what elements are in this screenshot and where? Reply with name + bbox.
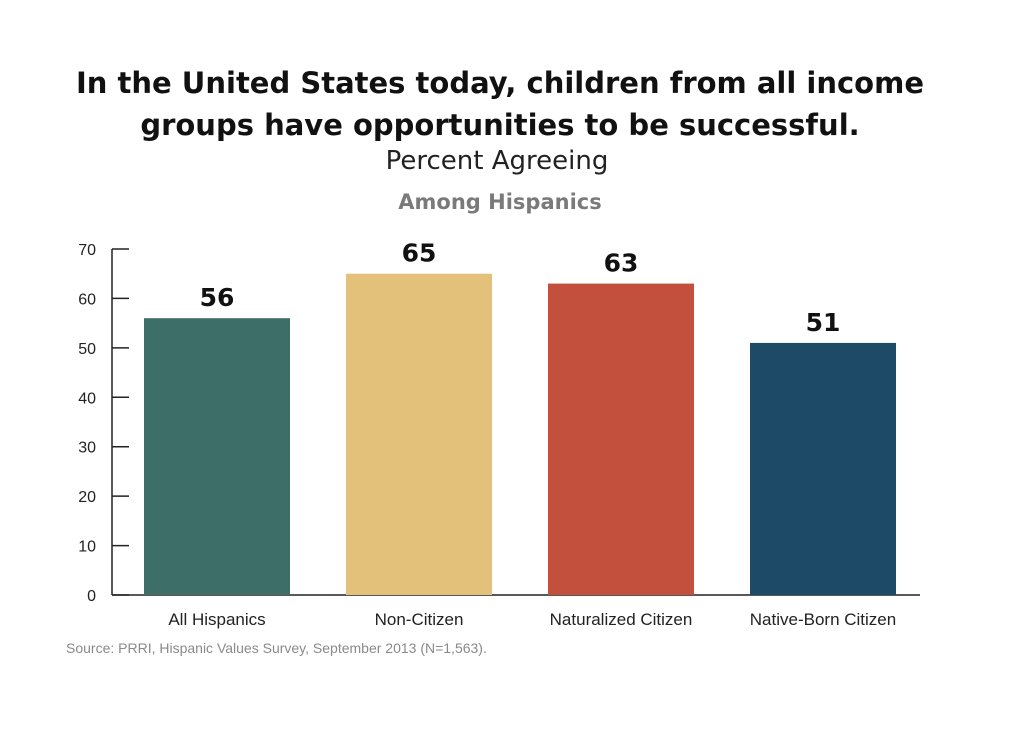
chart-title-line-1: In the United States today, children fro…	[76, 66, 924, 100]
y-tick-label: 40	[78, 390, 96, 407]
chart-group-label: Among Hispanics	[398, 190, 602, 214]
category-label: Native-Born Citizen	[750, 610, 896, 629]
data-label: 56	[200, 283, 235, 312]
bar-native-born-citizen	[750, 342, 896, 595]
chart-subtitle: Percent Agreeing	[385, 146, 609, 176]
y-tick-label: 50	[78, 341, 96, 358]
bar-all-hispanics	[144, 318, 290, 595]
chart-title-line-2: groups have opportunities to be successf…	[140, 108, 860, 142]
bar-non-citizen	[346, 273, 492, 595]
category-label: All Hispanics	[168, 610, 265, 629]
y-tick-label: 30	[78, 440, 96, 457]
bar-naturalized-citizen	[548, 283, 694, 595]
data-label: 51	[806, 308, 841, 337]
y-tick-label: 60	[78, 291, 96, 308]
category-label: Non-Citizen	[375, 610, 464, 629]
category-label: Naturalized Citizen	[550, 610, 693, 629]
y-tick-label: 20	[78, 489, 96, 506]
y-tick-label: 0	[87, 588, 96, 605]
data-label: 65	[402, 239, 437, 268]
data-label: 63	[604, 249, 639, 278]
y-tick-label: 10	[78, 539, 96, 556]
source-note: Source: PRRI, Hispanic Values Survey, Se…	[66, 640, 487, 656]
y-tick-label: 70	[78, 242, 96, 259]
